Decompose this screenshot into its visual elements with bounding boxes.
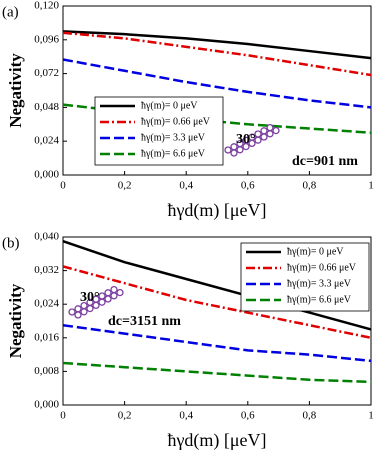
x-tick-label: 0,2 bbox=[118, 180, 132, 192]
panel: 0,000 0,024 0,048 0,072 0,096 0,120 0 0,2 0,4 0,6… bbox=[2, 0, 374, 221]
annotation: 30° bbox=[236, 132, 256, 147]
legend: ħγ(m)= 0 μeV ħγ(m)= 0.66 μeV ħγ(m)= 3.3 μe… bbox=[240, 242, 370, 312]
series-line bbox=[62, 265, 372, 340]
plot-frame bbox=[62, 236, 372, 406]
molecule-atom bbox=[80, 301, 88, 310]
y-tick-label: 0,072 bbox=[34, 67, 59, 79]
x-tick-label: 0,4 bbox=[179, 410, 193, 422]
legend-label: ħγ(m)= 0 μeV bbox=[141, 100, 198, 111]
legend-label: ħγ(m)= 3.3 μeV bbox=[141, 132, 206, 143]
molecule-atom bbox=[104, 295, 112, 303]
y-axis-label: Negativity bbox=[6, 53, 25, 128]
legend-label: ħγ(m)= 6.6 μeV bbox=[287, 294, 352, 305]
molecule-atom bbox=[266, 130, 274, 138]
panel-label: (a) bbox=[2, 4, 19, 20]
x-axis-label: ħγd(m) [μeV] bbox=[167, 200, 266, 221]
molecule-atom bbox=[260, 133, 268, 141]
panel-label: (b) bbox=[2, 235, 20, 251]
x-axis-label: ħγd(m) [μeV] bbox=[167, 430, 266, 451]
molecule-atom bbox=[272, 126, 280, 135]
molecule-atom bbox=[80, 308, 88, 316]
molecule-atom bbox=[266, 123, 274, 132]
y-tick-label: 0,032 bbox=[34, 264, 59, 276]
molecule-atom bbox=[104, 289, 112, 297]
molecule-atom bbox=[68, 308, 76, 316]
y-tick-label: 0,040 bbox=[34, 231, 59, 243]
y-tick-label: 0,000 bbox=[34, 169, 59, 181]
annotation: 30° bbox=[80, 290, 100, 305]
x-tick-label: 0 bbox=[60, 180, 66, 192]
y-tick-label: 0,008 bbox=[34, 365, 59, 377]
legend-label: ħγ(m)= 6.6 μeV bbox=[141, 148, 206, 159]
series-line bbox=[62, 31, 372, 77]
y-tick-label: 0,096 bbox=[34, 33, 59, 45]
molecule-atom bbox=[86, 304, 94, 313]
x-tick-label: 1 bbox=[368, 180, 374, 192]
molecule-atom bbox=[92, 295, 100, 303]
x-tick-label: 1 bbox=[368, 410, 374, 422]
molecule-atom bbox=[110, 292, 118, 300]
legend-label: ħγ(m)= 3.3 μeV bbox=[287, 278, 352, 289]
molecule-atom bbox=[236, 146, 244, 154]
y-tick-label: 0,120 bbox=[34, 0, 59, 12]
y-tick-label: 0,000 bbox=[34, 399, 59, 411]
molecule-atom bbox=[116, 288, 124, 297]
y-tick-label: 0,024 bbox=[34, 298, 59, 310]
molecule-atom bbox=[98, 292, 106, 300]
x-tick-label: 0 bbox=[60, 410, 66, 422]
y-tick-label: 0,024 bbox=[34, 135, 59, 147]
molecule-atom bbox=[230, 143, 238, 151]
panel: 0,000 0,008 0,016 0,024 0,032 0,040 0 0,2 0,4 0,6… bbox=[2, 231, 374, 452]
molecule-atom bbox=[230, 149, 238, 157]
x-tick-label: 0,8 bbox=[303, 410, 317, 422]
series-line bbox=[62, 58, 372, 109]
series-line bbox=[62, 30, 372, 60]
annotation: dc=3151 nm bbox=[108, 314, 181, 329]
y-tick-label: 0,016 bbox=[34, 331, 59, 343]
y-tick-label: 0,048 bbox=[34, 101, 59, 113]
series-line bbox=[62, 240, 372, 331]
legend: ħγ(m)= 0 μeV ħγ(m)= 0.66 μeV ħγ(m)= 3.3 μe… bbox=[94, 96, 224, 166]
molecule-atom bbox=[254, 130, 262, 138]
molecule-atom bbox=[242, 136, 250, 145]
molecule-atom bbox=[224, 146, 232, 154]
molecule-atom bbox=[260, 127, 268, 135]
legend-label: ħγ(m)= 0.66 μeV bbox=[141, 116, 211, 127]
x-tick-label: 0,2 bbox=[118, 410, 132, 422]
x-tick-label: 0,6 bbox=[241, 180, 255, 192]
molecule-atom bbox=[110, 285, 118, 294]
x-tick-label: 0,8 bbox=[303, 180, 317, 192]
y-axis-label: Negativity bbox=[6, 283, 25, 358]
molecule-atom bbox=[254, 136, 262, 144]
x-tick-label: 0,6 bbox=[241, 410, 255, 422]
molecule-atom bbox=[74, 305, 82, 313]
plot-frame bbox=[62, 5, 372, 176]
molecule-atom bbox=[236, 139, 244, 148]
legend-label: ħγ(m)= 0.66 μeV bbox=[287, 262, 357, 273]
x-tick-label: 0,4 bbox=[179, 180, 193, 192]
molecule-atom bbox=[98, 298, 106, 306]
series-line bbox=[62, 361, 372, 384]
molecule-atom bbox=[248, 133, 256, 141]
molecule-atom bbox=[74, 311, 82, 319]
annotation: dc=901 nm bbox=[292, 154, 358, 169]
molecule-atom bbox=[86, 298, 94, 307]
series-line bbox=[62, 323, 372, 363]
legend-label: ħγ(m)= 0 μeV bbox=[287, 246, 344, 257]
